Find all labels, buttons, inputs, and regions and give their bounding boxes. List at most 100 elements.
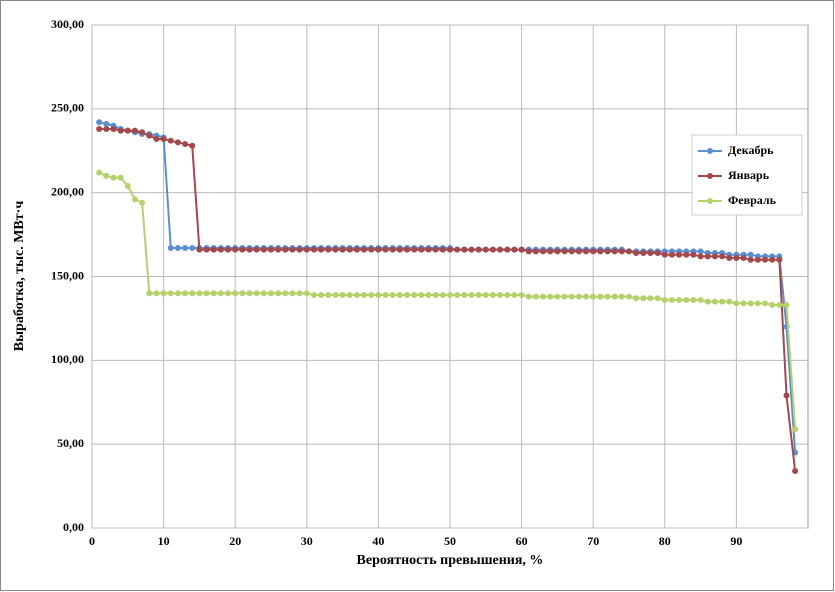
data-point [468, 291, 475, 298]
data-point [346, 291, 353, 298]
data-point [454, 246, 461, 253]
x-tick-label: 50 [444, 534, 456, 548]
data-point [174, 139, 181, 146]
data-point [153, 136, 160, 143]
data-point [375, 291, 382, 298]
data-point [246, 290, 253, 297]
data-point [103, 120, 110, 127]
data-point [368, 246, 375, 253]
data-point [747, 256, 754, 263]
data-point [683, 296, 690, 303]
x-axis-label: Вероятность превышения, % [357, 553, 544, 568]
data-point [547, 248, 554, 255]
data-point [131, 127, 138, 134]
data-point [468, 246, 475, 253]
data-point [210, 246, 217, 253]
data-point [253, 246, 260, 253]
data-point [554, 293, 561, 300]
data-point [604, 248, 611, 255]
data-point [719, 298, 726, 305]
x-tick-label: 20 [229, 534, 241, 548]
data-point [683, 251, 690, 258]
data-point [762, 300, 769, 307]
data-point [583, 248, 590, 255]
data-point [404, 246, 411, 253]
data-point [668, 251, 675, 258]
data-point [353, 246, 360, 253]
data-point [661, 251, 668, 258]
data-point [325, 291, 332, 298]
legend-marker [707, 173, 713, 179]
data-point [697, 253, 704, 260]
data-point [525, 293, 532, 300]
legend-marker [707, 148, 713, 154]
data-point [189, 290, 196, 297]
y-tick-label: 100,00 [51, 352, 84, 366]
data-point [289, 246, 296, 253]
data-point [139, 199, 146, 206]
data-point [740, 255, 747, 262]
data-point [260, 246, 267, 253]
data-point [411, 246, 418, 253]
data-point [633, 250, 640, 257]
legend-label: Январь [728, 168, 770, 182]
data-point [196, 246, 203, 253]
data-point [676, 296, 683, 303]
data-point [332, 246, 339, 253]
data-point [160, 136, 167, 143]
data-point [633, 295, 640, 302]
data-point [389, 246, 396, 253]
data-point [382, 246, 389, 253]
data-point [318, 291, 325, 298]
y-axis-label: Выработка, тыс. МВт·ч [12, 201, 27, 352]
data-point [117, 174, 124, 181]
x-tick-label: 60 [516, 534, 528, 548]
data-point [296, 246, 303, 253]
data-point [697, 296, 704, 303]
data-point [783, 392, 790, 399]
data-point [740, 300, 747, 307]
data-point [611, 248, 618, 255]
data-point [96, 169, 103, 176]
data-point [167, 244, 174, 251]
data-point [339, 291, 346, 298]
x-tick-label: 10 [158, 534, 170, 548]
data-point [497, 246, 504, 253]
data-point [404, 291, 411, 298]
data-point [540, 248, 547, 255]
data-point [540, 293, 547, 300]
data-point [597, 248, 604, 255]
x-tick-label: 40 [372, 534, 384, 548]
legend-marker [707, 198, 713, 204]
legend-label: Февраль [728, 193, 777, 207]
data-point [518, 291, 525, 298]
data-point [475, 291, 482, 298]
y-tick-label: 0,00 [63, 520, 84, 534]
data-point [353, 291, 360, 298]
data-point [597, 293, 604, 300]
data-point [704, 253, 711, 260]
data-point [110, 125, 117, 132]
data-point [568, 248, 575, 255]
data-point [532, 293, 539, 300]
data-point [232, 246, 239, 253]
data-point [146, 132, 153, 139]
data-point [346, 246, 353, 253]
data-point [711, 298, 718, 305]
legend-label: Декабрь [728, 143, 774, 157]
data-point [647, 295, 654, 302]
data-point [368, 291, 375, 298]
y-tick-label: 250,00 [51, 101, 84, 115]
data-point [96, 119, 103, 126]
data-point [174, 290, 181, 297]
data-point [124, 182, 131, 189]
data-point [711, 253, 718, 260]
data-point [146, 290, 153, 297]
data-point [203, 246, 210, 253]
data-point [217, 246, 224, 253]
data-point [482, 246, 489, 253]
data-point [654, 250, 661, 257]
y-tick-label: 150,00 [51, 268, 84, 282]
data-point [561, 248, 568, 255]
data-point [282, 290, 289, 297]
